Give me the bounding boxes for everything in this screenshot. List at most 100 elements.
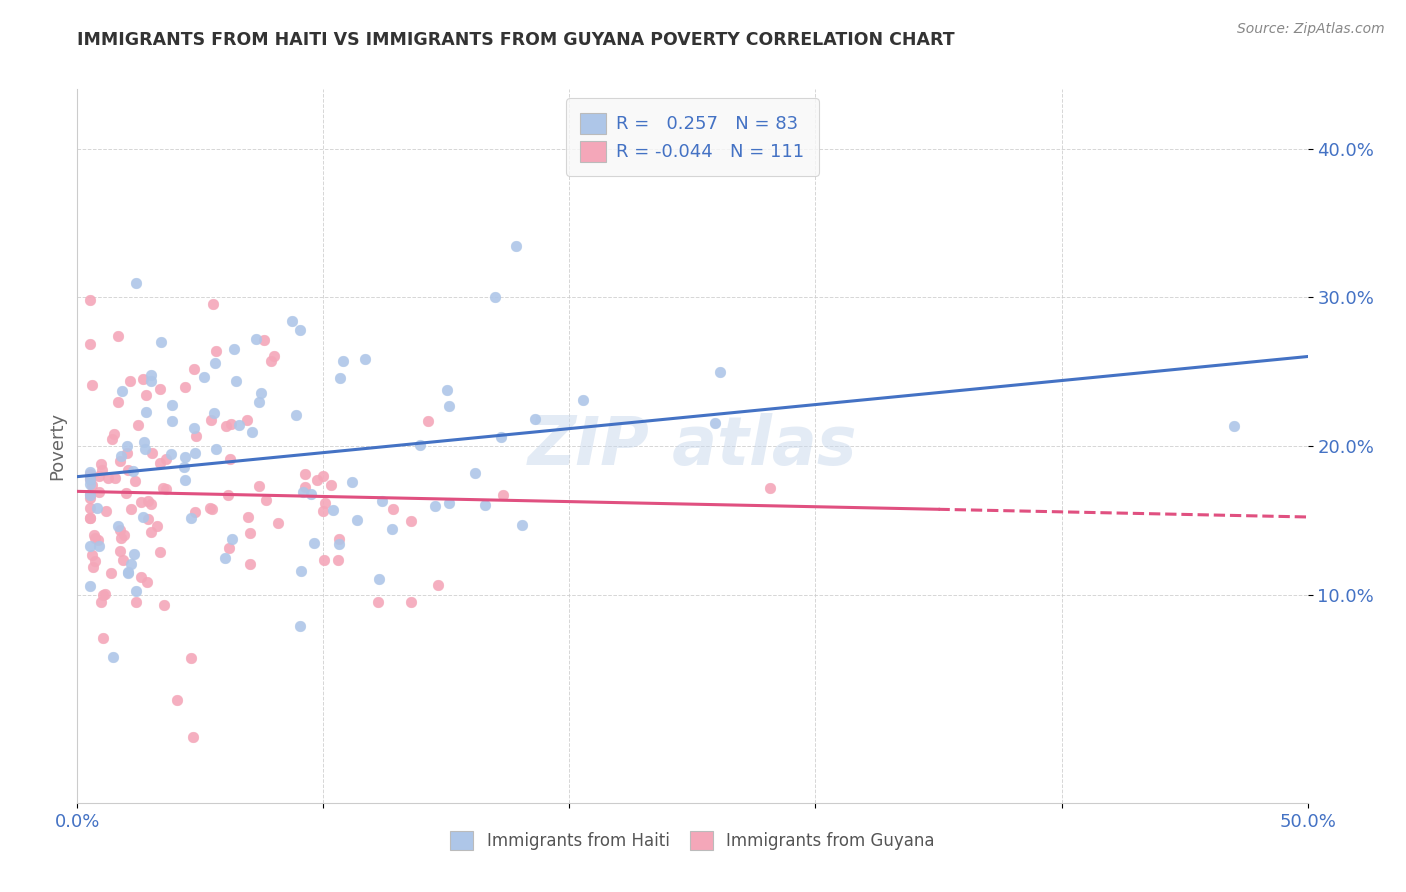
Point bbox=[127, 418, 149, 433]
Point bbox=[94, 504, 117, 518]
Point bbox=[439, 400, 461, 414]
Point bbox=[236, 413, 259, 427]
Point bbox=[117, 463, 139, 477]
Point bbox=[132, 372, 155, 386]
Point bbox=[141, 497, 163, 511]
Point bbox=[160, 447, 183, 461]
Point bbox=[173, 460, 195, 475]
Point bbox=[332, 353, 354, 368]
Point bbox=[124, 547, 146, 561]
Point bbox=[288, 322, 311, 336]
Point bbox=[101, 432, 124, 446]
Point bbox=[108, 454, 131, 468]
Point bbox=[288, 619, 311, 633]
Point bbox=[572, 392, 595, 407]
Point bbox=[704, 417, 727, 431]
Point bbox=[111, 552, 134, 566]
Point bbox=[162, 414, 184, 428]
Point bbox=[79, 511, 101, 525]
Point bbox=[204, 356, 226, 370]
Point bbox=[120, 558, 142, 572]
Text: Source: ZipAtlas.com: Source: ZipAtlas.com bbox=[1237, 22, 1385, 37]
Point bbox=[322, 502, 344, 516]
Point bbox=[82, 560, 104, 574]
Point bbox=[219, 417, 242, 431]
Point bbox=[245, 332, 267, 346]
Point bbox=[125, 594, 148, 608]
Point bbox=[201, 502, 224, 516]
Point bbox=[291, 485, 314, 500]
Point bbox=[484, 290, 506, 304]
Point bbox=[89, 485, 111, 500]
Point bbox=[79, 467, 101, 482]
Point bbox=[173, 450, 195, 464]
Point bbox=[314, 496, 336, 510]
Point bbox=[83, 528, 105, 542]
Point bbox=[101, 649, 124, 664]
Point bbox=[87, 468, 110, 483]
Point bbox=[141, 446, 163, 460]
Point bbox=[184, 429, 207, 443]
Point bbox=[505, 238, 527, 252]
Point bbox=[439, 495, 461, 509]
Point bbox=[381, 501, 404, 516]
Point bbox=[149, 382, 172, 396]
Point bbox=[328, 553, 350, 567]
Point bbox=[416, 414, 439, 428]
Point bbox=[124, 583, 146, 598]
Point bbox=[79, 336, 101, 351]
Point bbox=[346, 513, 368, 527]
Point bbox=[90, 463, 112, 477]
Point bbox=[100, 566, 122, 580]
Point bbox=[79, 467, 101, 482]
Point bbox=[136, 494, 159, 508]
Point bbox=[228, 418, 250, 433]
Point bbox=[205, 344, 228, 359]
Point bbox=[115, 485, 138, 500]
Point bbox=[117, 566, 139, 580]
Point bbox=[239, 525, 262, 540]
Point bbox=[367, 594, 389, 608]
Point bbox=[214, 418, 236, 433]
Point bbox=[423, 499, 446, 513]
Point bbox=[173, 473, 195, 487]
Point bbox=[200, 413, 222, 427]
Point bbox=[371, 494, 394, 508]
Point bbox=[294, 480, 316, 494]
Point bbox=[136, 512, 159, 526]
Point bbox=[91, 588, 114, 602]
Point bbox=[202, 405, 225, 419]
Point bbox=[328, 533, 350, 547]
Point bbox=[205, 442, 228, 456]
Point bbox=[150, 334, 173, 349]
Point bbox=[218, 541, 240, 556]
Point bbox=[1223, 419, 1246, 434]
Point bbox=[281, 314, 304, 328]
Point bbox=[492, 488, 515, 502]
Point bbox=[79, 465, 101, 479]
Point bbox=[180, 651, 202, 665]
Point bbox=[115, 439, 138, 453]
Point bbox=[426, 578, 449, 592]
Point bbox=[221, 532, 243, 546]
Point bbox=[129, 495, 152, 509]
Point bbox=[129, 570, 152, 584]
Point bbox=[79, 491, 101, 505]
Point bbox=[132, 435, 155, 450]
Point bbox=[146, 519, 169, 533]
Point bbox=[184, 505, 207, 519]
Point bbox=[236, 509, 259, 524]
Point bbox=[90, 595, 112, 609]
Point bbox=[90, 457, 112, 471]
Point bbox=[399, 595, 422, 609]
Point bbox=[135, 388, 157, 402]
Point bbox=[263, 349, 285, 363]
Point bbox=[120, 501, 142, 516]
Point bbox=[152, 482, 174, 496]
Point bbox=[250, 385, 273, 400]
Point bbox=[183, 361, 205, 376]
Point bbox=[141, 524, 163, 539]
Point bbox=[408, 438, 430, 452]
Point bbox=[79, 293, 101, 308]
Point bbox=[80, 377, 103, 392]
